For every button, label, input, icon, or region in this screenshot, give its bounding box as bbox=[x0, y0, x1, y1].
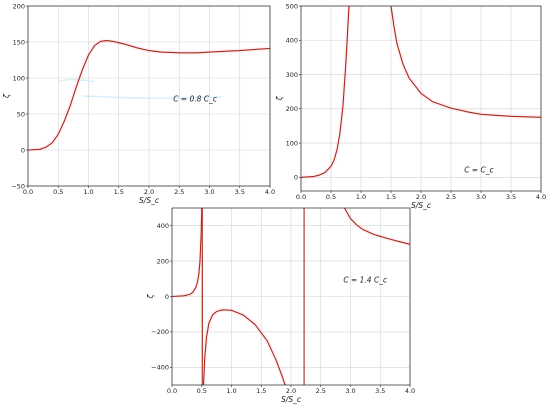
x-tick-label: 2.5 bbox=[174, 188, 184, 196]
y-tick-label: 300 bbox=[286, 71, 298, 79]
x-tick-label: 0.0 bbox=[23, 188, 33, 196]
y-axis-label: ζ bbox=[275, 96, 284, 102]
x-tick-label: 3.5 bbox=[375, 387, 385, 395]
x-tick-label: 3.0 bbox=[345, 387, 355, 395]
series-line bbox=[28, 40, 270, 151]
series-halo bbox=[301, 6, 351, 180]
x-tick-label: 0.5 bbox=[326, 193, 336, 201]
y-tick-label: 400 bbox=[157, 222, 169, 230]
series-line bbox=[390, 6, 541, 118]
ghost-trace bbox=[58, 78, 95, 83]
x-tick-label: 3.0 bbox=[204, 188, 214, 196]
x-axis-label: S/S_c bbox=[281, 395, 302, 404]
x-tick-label: 1.0 bbox=[226, 387, 236, 395]
x-tick-label: 0.0 bbox=[167, 387, 177, 395]
x-tick-label: 0.0 bbox=[296, 193, 306, 201]
x-tick-label: 4.0 bbox=[536, 193, 546, 201]
x-tick-label: 2.5 bbox=[446, 193, 456, 201]
y-tick-label: 50 bbox=[17, 110, 25, 118]
x-tick-label: 1.5 bbox=[386, 193, 396, 201]
y-tick-label: 100 bbox=[286, 139, 298, 147]
y-axis-label: ζ bbox=[146, 294, 155, 300]
x-tick-label: 1.0 bbox=[83, 188, 93, 196]
series-halo bbox=[201, 307, 287, 385]
y-tick-label: 200 bbox=[157, 257, 169, 265]
y-tick-label: −50 bbox=[11, 182, 25, 190]
series-line bbox=[202, 309, 286, 385]
x-tick-label: 2.0 bbox=[144, 188, 154, 196]
x-tick-label: 3.5 bbox=[235, 188, 245, 196]
x-tick-label: 1.5 bbox=[256, 387, 266, 395]
ratio-annotation: C = 1.4 C_c bbox=[343, 275, 388, 284]
ratio-annotation: C = C_c bbox=[464, 166, 494, 175]
y-tick-label: −200 bbox=[151, 328, 169, 336]
x-tick-label: 4.0 bbox=[265, 188, 275, 196]
y-axis-label: ζ bbox=[2, 93, 11, 99]
x-tick-label: 1.5 bbox=[114, 188, 124, 196]
ghost-trace bbox=[82, 95, 222, 99]
x-tick-label: 1.0 bbox=[356, 193, 366, 201]
series-line bbox=[301, 6, 350, 178]
y-tick-label: 400 bbox=[286, 37, 298, 45]
x-tick-label: 4.0 bbox=[405, 387, 415, 395]
x-tick-label: 2.5 bbox=[316, 387, 326, 395]
y-tick-label: 200 bbox=[13, 2, 25, 10]
chart-panel-0.8Cc: 0.0 0.5 1.0 1.5 2.0 2.5 3.0 3.5 4.0 −50 0 50 100 150 2… bbox=[2, 2, 275, 205]
series-halo bbox=[389, 6, 541, 120]
y-tick-label: 500 bbox=[286, 2, 298, 10]
series-line bbox=[172, 208, 203, 298]
x-tick-label: 0.5 bbox=[197, 387, 207, 395]
chart-panel-Cc: 0.0 0.5 1.0 1.5 2.0 2.5 3.0 3.5 4.0 0 100 200 300 400… bbox=[275, 2, 546, 210]
x-axis-label: S/S_c bbox=[139, 196, 160, 205]
y-tick-label: 200 bbox=[286, 105, 298, 113]
x-tick-label: 3.5 bbox=[506, 193, 516, 201]
y-tick-label: −400 bbox=[151, 364, 169, 372]
x-axis-label: S/S_c bbox=[411, 201, 432, 210]
series-halo bbox=[342, 208, 410, 247]
y-tick-label: 100 bbox=[13, 74, 25, 82]
plot-frame bbox=[27, 5, 271, 187]
x-tick-label: 2.0 bbox=[286, 387, 296, 395]
chart-panel-1.4Cc: 0.0 0.5 1.0 1.5 2.0 2.5 3.0 3.5 4.0 −400 −200 0 200 4… bbox=[146, 207, 415, 404]
x-tick-label: 2.0 bbox=[416, 193, 426, 201]
ratio-annotation: C = 0.8 C_c bbox=[173, 94, 218, 103]
series-line bbox=[344, 208, 410, 245]
y-tick-label: 150 bbox=[13, 38, 25, 46]
x-tick-label: 3.0 bbox=[476, 193, 486, 201]
plot-frame bbox=[171, 207, 411, 386]
x-tick-label: 0.5 bbox=[53, 188, 63, 196]
y-tick-label: 0 bbox=[165, 293, 169, 301]
y-tick-label: 0 bbox=[294, 174, 298, 182]
plot-frame bbox=[300, 5, 542, 192]
y-tick-label: 0 bbox=[21, 146, 25, 154]
